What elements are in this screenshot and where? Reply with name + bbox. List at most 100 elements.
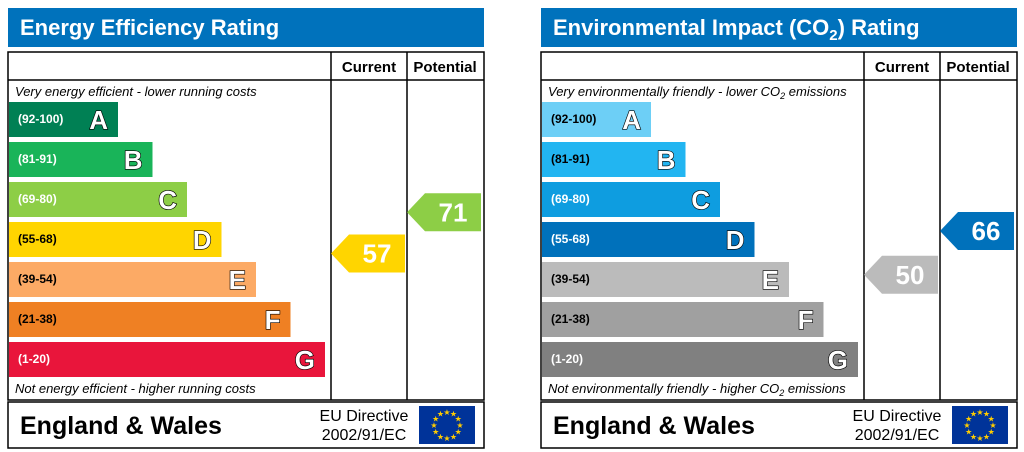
eu-directive-line2: 2002/91/EC [322, 427, 407, 444]
eu-flag-icon: ★★★★★★★★★ ★ ★★ [419, 406, 475, 444]
eu-star-icon: ★ [456, 421, 463, 430]
eu-star-icon: ★ [455, 415, 462, 424]
band-letter-label: A [622, 105, 641, 135]
band-range-label: (21-38) [18, 312, 57, 326]
band-letter-label: C [158, 185, 177, 215]
bottom-note-prefix: Not environmentally friendly - higher CO [548, 381, 779, 396]
band-range-label: (39-54) [551, 272, 590, 286]
band-letter-label: D [193, 225, 212, 255]
top-note-suffix: emissions [785, 84, 847, 99]
current-rating-value: 57 [363, 239, 392, 269]
chart-title: Environmental Impact (CO2) Rating [553, 15, 920, 44]
eu-flag-field [952, 406, 1008, 444]
eu-star-icon: ★ [443, 408, 450, 417]
band-bar-c [9, 182, 187, 217]
band-bar-c [542, 182, 720, 217]
eu-star-icon: ★ [450, 410, 457, 419]
eu-star-icon: ★ [976, 434, 983, 443]
header-current: Current [875, 59, 929, 76]
band-letter-label: G [828, 345, 848, 375]
eu-star-icon: ★ [437, 410, 444, 419]
band-bar-b [542, 142, 686, 177]
band-range-label: (55-68) [551, 232, 590, 246]
band-bar-b [9, 142, 153, 177]
eu-star-icon: ★ [443, 434, 450, 443]
potential-rating-value: 71 [439, 197, 468, 227]
band-bar-a [9, 102, 118, 137]
band-range-label: (1-20) [551, 352, 583, 366]
eu-star-icon: ★ [432, 415, 439, 424]
eu-flag-field [419, 406, 475, 444]
chart-frame [7, 51, 485, 401]
eu-directive-line2: 2002/91/EC [855, 427, 940, 444]
band-f: (21-38) F [9, 302, 291, 337]
band-bar-g [542, 342, 858, 377]
band-c: (69-80) C [9, 182, 187, 217]
band-b: (81-91) B [542, 142, 686, 177]
top-note-prefix: Very environmentally friendly - lower CO [548, 84, 780, 99]
rating-markers: 57 71 [331, 193, 481, 273]
eu-star-icon: ★ [989, 421, 996, 430]
bottom-note: Not environmentally friendly - higher CO… [548, 381, 846, 398]
footer-frame [540, 401, 1018, 449]
energy-efficiency-chart: Energy Efficiency Rating Current Potenti… [7, 8, 485, 449]
band-range-label: (81-91) [551, 152, 590, 166]
eu-star-icon: ★ [432, 428, 439, 437]
eu-star-icon: ★ [965, 415, 972, 424]
band-range-label: (92-100) [18, 112, 63, 126]
environmental-impact-chart: Environmental Impact (CO2) Rating Curren… [540, 8, 1018, 449]
band-a: (92-100) A [9, 102, 118, 137]
band-letter-label: F [265, 305, 281, 335]
band-range-label: (81-91) [18, 152, 57, 166]
chart-title: Energy Efficiency Rating [20, 15, 279, 40]
band-bar-g [9, 342, 325, 377]
eu-directive-line1: EU Directive [320, 408, 409, 425]
eu-star-icon: ★ [983, 410, 990, 419]
band-range-label: (92-100) [551, 112, 596, 126]
band-bar-f [542, 302, 824, 337]
current-rating-value: 50 [896, 260, 925, 290]
eu-star-icon: ★ [983, 432, 990, 441]
eu-directive-line1: EU Directive [853, 408, 942, 425]
eu-star-icon: ★ [970, 410, 977, 419]
title-bar [8, 8, 484, 47]
band-f: (21-38) F [542, 302, 824, 337]
rating-bands: (92-100) A (81-91) B (69-80) C (55-68) D (39-54)… [542, 102, 858, 377]
potential-rating-arrow [407, 193, 481, 232]
bottom-note-suffix: emissions [784, 381, 846, 396]
current-rating-arrow [331, 234, 405, 273]
band-range-label: (55-68) [18, 232, 57, 246]
band-e: (39-54) E [9, 262, 256, 297]
band-bar-f [9, 302, 291, 337]
header-potential: Potential [946, 59, 1009, 76]
band-letter-label: C [691, 185, 710, 215]
potential-rating-value: 66 [972, 216, 1001, 246]
title-bar [541, 8, 1017, 47]
band-letter-label: A [89, 105, 108, 135]
band-bar-d [9, 222, 222, 257]
band-bar-a [542, 102, 651, 137]
bottom-note: Not energy efficient - higher running co… [15, 381, 256, 396]
band-d: (55-68) D [9, 222, 222, 257]
bottom-note-subscript: 2 [778, 388, 784, 398]
chart-frame [540, 51, 1018, 401]
chart-title-prefix: Environmental Impact (CO [553, 15, 829, 40]
region-label: England & Wales [553, 412, 755, 440]
band-e: (39-54) E [542, 262, 789, 297]
band-g: (1-20) G [542, 342, 858, 377]
band-range-label: (21-38) [551, 312, 590, 326]
band-bar-d [542, 222, 755, 257]
band-letter-label: E [762, 265, 779, 295]
eu-star-icon: ★ [450, 432, 457, 441]
eu-star-icon: ★ [963, 421, 970, 430]
band-b: (81-91) B [9, 142, 153, 177]
band-letter-label: F [798, 305, 814, 335]
eu-star-icon: ★ [430, 421, 437, 430]
header-potential: Potential [413, 59, 476, 76]
top-note: Very environmentally friendly - lower CO… [548, 84, 847, 101]
band-a: (92-100) A [542, 102, 651, 137]
band-c: (69-80) C [542, 182, 720, 217]
eu-star-icon: ★ [976, 408, 983, 417]
current-rating-arrow [864, 255, 938, 294]
band-g: (1-20) G [9, 342, 325, 377]
